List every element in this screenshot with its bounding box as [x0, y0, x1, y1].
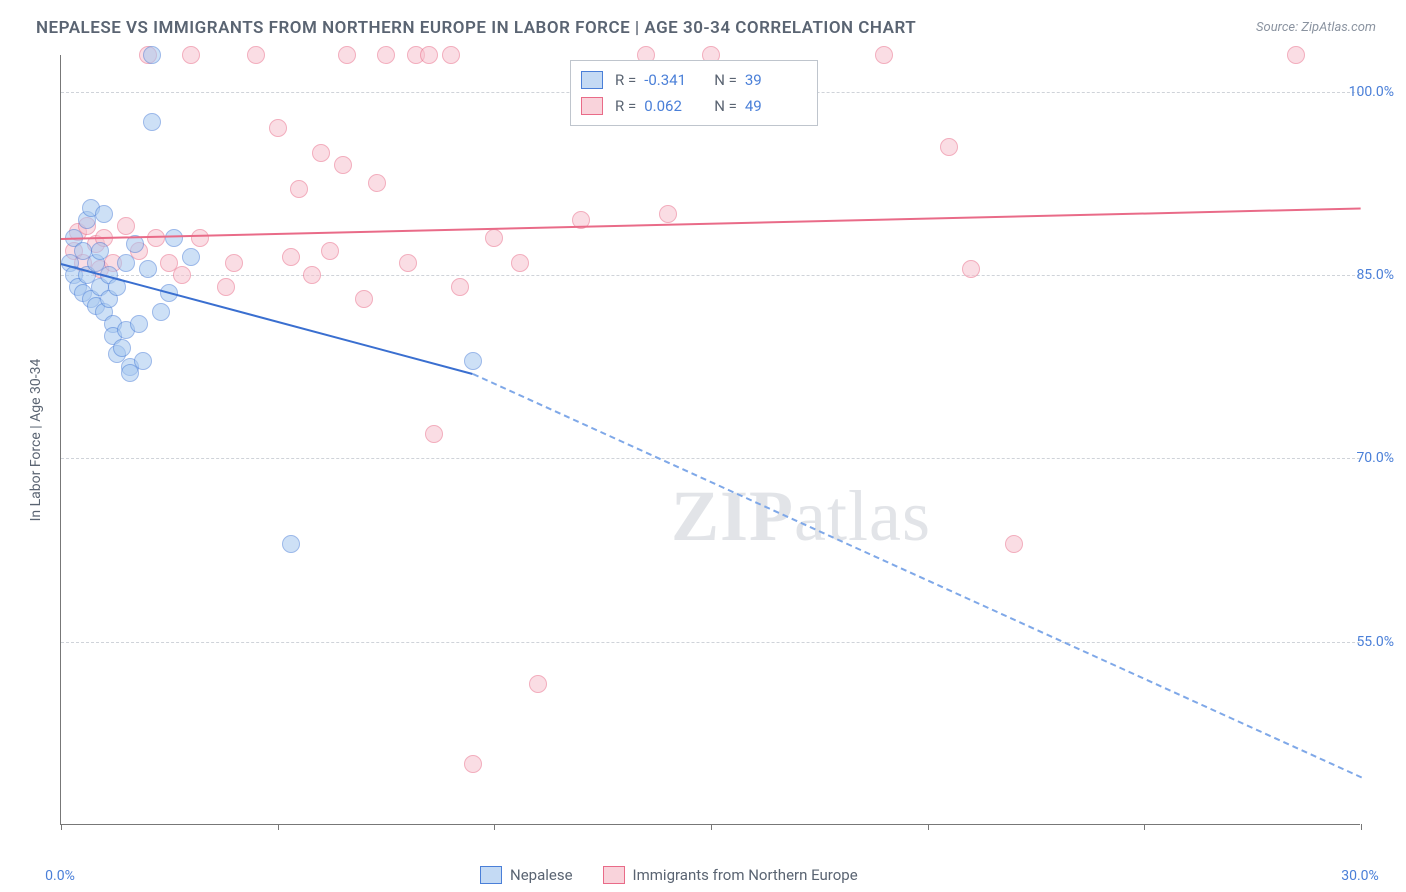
data-point [152, 303, 170, 321]
trend-line [61, 208, 1361, 241]
x-tick [494, 824, 495, 830]
data-point [334, 156, 352, 174]
data-point [91, 242, 109, 260]
r-value: -0.341 [644, 71, 702, 89]
data-point [420, 46, 438, 64]
data-point [355, 290, 373, 308]
r-label: R = [615, 97, 636, 115]
data-point [282, 248, 300, 266]
data-point [451, 278, 469, 296]
data-point [143, 113, 161, 131]
swatch-pink [603, 866, 625, 884]
data-point [139, 260, 157, 278]
watermark: ZIPatlas [671, 475, 931, 558]
legend-item-nepalese: Nepalese [480, 866, 573, 884]
x-tick-label: 0.0% [45, 868, 75, 884]
plot-area: ZIPatlas [60, 55, 1360, 825]
data-point [303, 266, 321, 284]
legend-row-blue: R = -0.341 N = 39 [581, 67, 803, 93]
data-point [940, 138, 958, 156]
data-point [442, 46, 460, 64]
data-point [143, 46, 161, 64]
legend-item-northern-europe: Immigrants from Northern Europe [603, 866, 858, 884]
data-point [529, 675, 547, 693]
data-point [659, 205, 677, 223]
data-point [290, 180, 308, 198]
legend-label: Immigrants from Northern Europe [633, 866, 858, 884]
data-point [117, 217, 135, 235]
data-point [269, 119, 287, 137]
data-point [321, 242, 339, 260]
data-point [485, 229, 503, 247]
x-tick [278, 824, 279, 830]
data-point [173, 266, 191, 284]
series-legend: Nepalese Immigrants from Northern Europe [480, 866, 858, 884]
legend-label: Nepalese [510, 866, 573, 884]
n-value: 39 [745, 71, 803, 89]
data-point [191, 229, 209, 247]
data-point [147, 229, 165, 247]
r-label: R = [615, 71, 636, 89]
data-point [1005, 535, 1023, 553]
data-point [511, 254, 529, 272]
data-point [130, 315, 148, 333]
gridline-h [61, 275, 1360, 276]
correlation-legend: R = -0.341 N = 39 R = 0.062 N = 49 [570, 60, 818, 126]
data-point [312, 144, 330, 162]
data-point [165, 229, 183, 247]
source-label: Source: ZipAtlas.com [1256, 20, 1376, 35]
y-tick-label: 55.0% [1356, 634, 1394, 650]
data-point [182, 46, 200, 64]
gridline-h [61, 458, 1360, 459]
data-point [464, 755, 482, 773]
x-tick [711, 824, 712, 830]
x-tick [1361, 824, 1362, 830]
n-label: N = [714, 71, 737, 89]
chart-title: NEPALESE VS IMMIGRANTS FROM NORTHERN EUR… [36, 18, 916, 38]
x-tick [928, 824, 929, 830]
swatch-blue [480, 866, 502, 884]
trend-line [472, 373, 1361, 778]
data-point [464, 352, 482, 370]
y-tick-label: 100.0% [1349, 84, 1394, 100]
legend-row-pink: R = 0.062 N = 49 [581, 93, 803, 119]
data-point [1287, 46, 1305, 64]
y-tick-label: 85.0% [1356, 267, 1394, 283]
y-tick-label: 70.0% [1356, 450, 1394, 466]
data-point [962, 260, 980, 278]
y-axis-label: In Labor Force | Age 30-34 [28, 359, 44, 522]
n-value: 49 [745, 97, 803, 115]
x-tick-label: 30.0% [1341, 868, 1379, 884]
swatch-pink [581, 97, 603, 115]
data-point [368, 174, 386, 192]
data-point [338, 46, 356, 64]
data-point [377, 46, 395, 64]
data-point [95, 205, 113, 223]
data-point [182, 248, 200, 266]
x-tick [1144, 824, 1145, 830]
r-value: 0.062 [644, 97, 702, 115]
data-point [225, 254, 243, 272]
data-point [282, 535, 300, 553]
data-point [134, 352, 152, 370]
gridline-h [61, 642, 1360, 643]
n-label: N = [714, 97, 737, 115]
x-tick [61, 824, 62, 830]
data-point [425, 425, 443, 443]
data-point [399, 254, 417, 272]
data-point [217, 278, 235, 296]
data-point [875, 46, 893, 64]
data-point [117, 254, 135, 272]
data-point [113, 339, 131, 357]
swatch-blue [581, 71, 603, 89]
data-point [247, 46, 265, 64]
